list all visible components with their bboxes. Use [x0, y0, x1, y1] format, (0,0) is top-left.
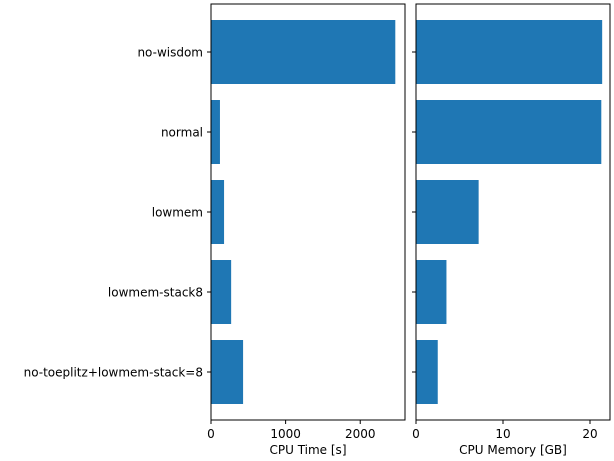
bar: [416, 180, 479, 244]
x-axis-label: CPU Memory [GB]: [459, 443, 567, 457]
bar: [416, 340, 438, 404]
category-label: normal: [161, 126, 203, 140]
category-label: no-toeplitz+lowmem-stack=8: [24, 366, 203, 380]
x-tick-label: 1000: [270, 427, 301, 441]
x-tick-label: 0: [207, 427, 215, 441]
bar: [416, 100, 602, 164]
cpu-memory-panel: 0 10 20 CPU Memory [GB]: [412, 3, 611, 457]
x-tick-label: 2000: [345, 427, 376, 441]
category-label: no-wisdom: [137, 46, 203, 60]
bar: [211, 100, 220, 164]
x-axis-label: CPU Time [s]: [269, 443, 346, 457]
bar: [416, 20, 603, 84]
x-tick-label: 20: [582, 427, 597, 441]
cpu-time-panel: 0 1000 2000 CPU Time [s]: [207, 3, 406, 457]
category-label: lowmem: [152, 206, 203, 220]
bar: [211, 20, 396, 84]
bar: [211, 260, 232, 324]
category-labels: no-wisdom normal lowmem lowmem-stack8 no-to…: [24, 46, 203, 380]
category-label: lowmem-stack8: [108, 286, 203, 300]
x-tick-label: 0: [412, 427, 420, 441]
bar: [416, 260, 447, 324]
x-tick-label: 10: [495, 427, 510, 441]
bar: [211, 180, 225, 244]
bar: [211, 340, 244, 404]
